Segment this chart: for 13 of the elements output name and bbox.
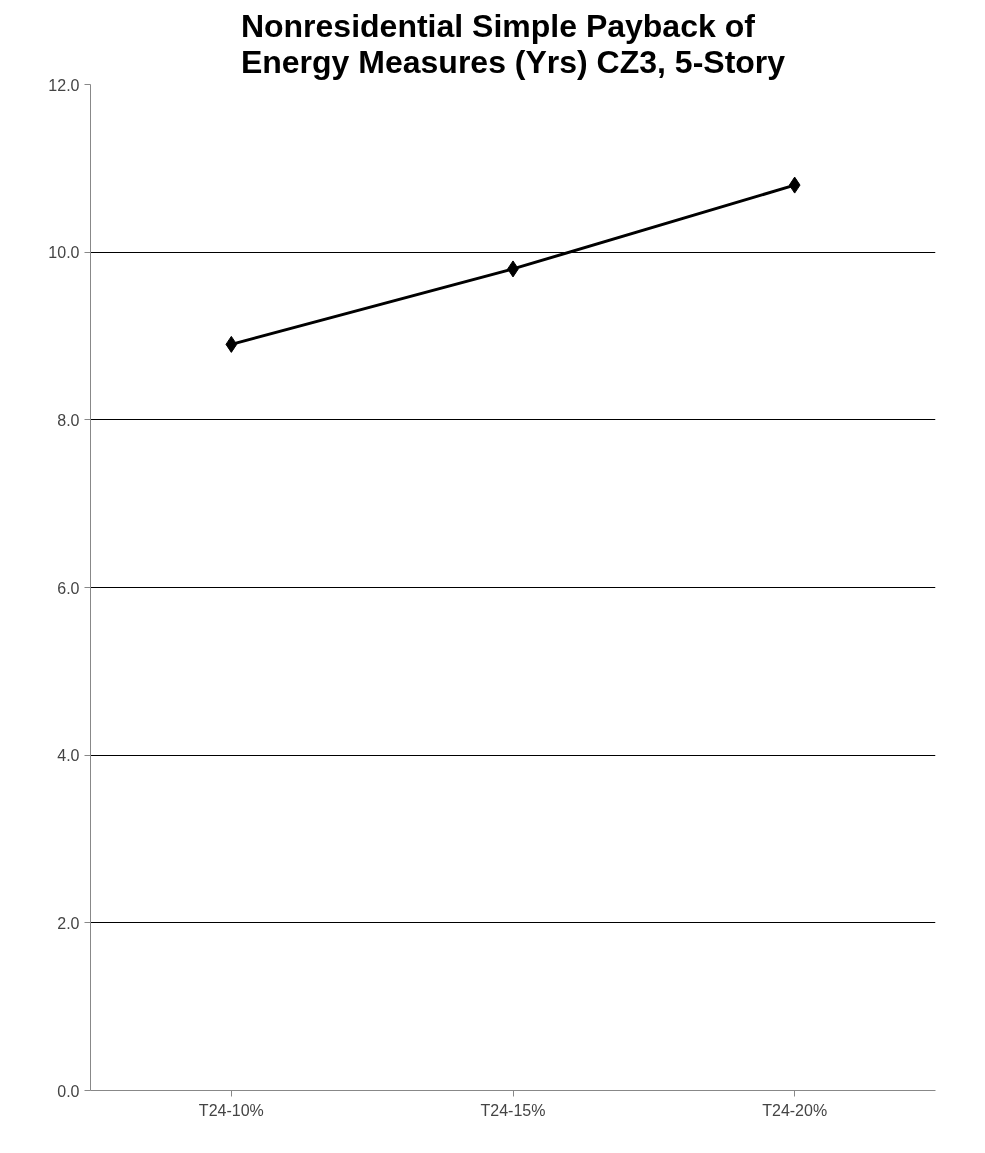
y-tick-label: 2.0 — [57, 914, 80, 932]
y-tick-label: 12.0 — [48, 76, 80, 94]
x-tick-label: T24-10% — [198, 1101, 264, 1119]
y-tick-label: 0.0 — [57, 1082, 80, 1100]
y-tick-label: 8.0 — [57, 411, 80, 429]
point — [225, 335, 238, 353]
y-tick-label: 10.0 — [48, 244, 80, 262]
y-tick-label: 6.0 — [57, 579, 80, 597]
y-tick-label: 4.0 — [57, 747, 80, 765]
x-tick-label: T24-20% — [762, 1101, 828, 1119]
point — [788, 176, 801, 194]
chart-title: Nonresidential Simple Payback of Energy Measures (Yrs) CZ3, 5-Story — [240, 7, 786, 80]
x-tick-label: T24-15% — [480, 1101, 546, 1119]
